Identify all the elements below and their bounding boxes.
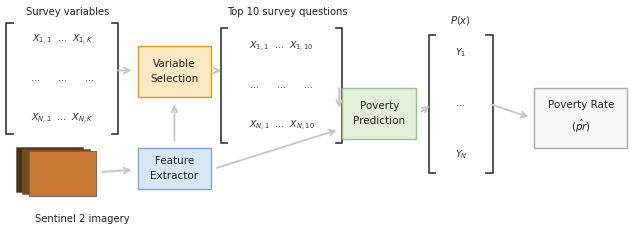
FancyBboxPatch shape [16, 147, 83, 192]
FancyBboxPatch shape [22, 149, 90, 194]
FancyBboxPatch shape [29, 151, 96, 196]
Text: Top 10 survey questions: Top 10 survey questions [227, 7, 348, 17]
FancyBboxPatch shape [29, 151, 96, 196]
FancyBboxPatch shape [534, 88, 627, 148]
Text: Feature
Extractor: Feature Extractor [150, 156, 198, 181]
Text: Sentinel 2 imagery: Sentinel 2 imagery [35, 214, 130, 224]
Text: $X_{1,1}$  ...  $X_{1,K}$: $X_{1,1}$ ... $X_{1,K}$ [31, 32, 93, 46]
Text: Poverty Rate
($\hat{pr}$): Poverty Rate ($\hat{pr}$) [548, 100, 614, 135]
Text: $Y_N$: $Y_N$ [454, 149, 467, 161]
FancyBboxPatch shape [342, 88, 416, 139]
Text: ...      ...      ...: ... ... ... [250, 81, 313, 90]
Text: ...      ...      ...: ... ... ... [31, 74, 93, 83]
Text: $P(x)$: $P(x)$ [451, 14, 471, 27]
Text: $X_{N,1}$  ...  $X_{N,10}$: $X_{N,1}$ ... $X_{N,10}$ [249, 118, 314, 132]
Text: $X_{1,1}$  ...  $X_{1,10}$: $X_{1,1}$ ... $X_{1,10}$ [250, 39, 314, 53]
Text: ...: ... [456, 100, 465, 108]
FancyBboxPatch shape [138, 148, 211, 189]
Text: $X_{N,1}$  ...  $X_{N,K}$: $X_{N,1}$ ... $X_{N,K}$ [31, 111, 93, 125]
Text: Variable
Selection: Variable Selection [150, 59, 198, 84]
FancyBboxPatch shape [138, 46, 211, 97]
Text: Survey variables: Survey variables [26, 7, 109, 17]
Text: $Y_1$: $Y_1$ [455, 47, 467, 59]
Text: Poverty
Prediction: Poverty Prediction [353, 101, 405, 126]
